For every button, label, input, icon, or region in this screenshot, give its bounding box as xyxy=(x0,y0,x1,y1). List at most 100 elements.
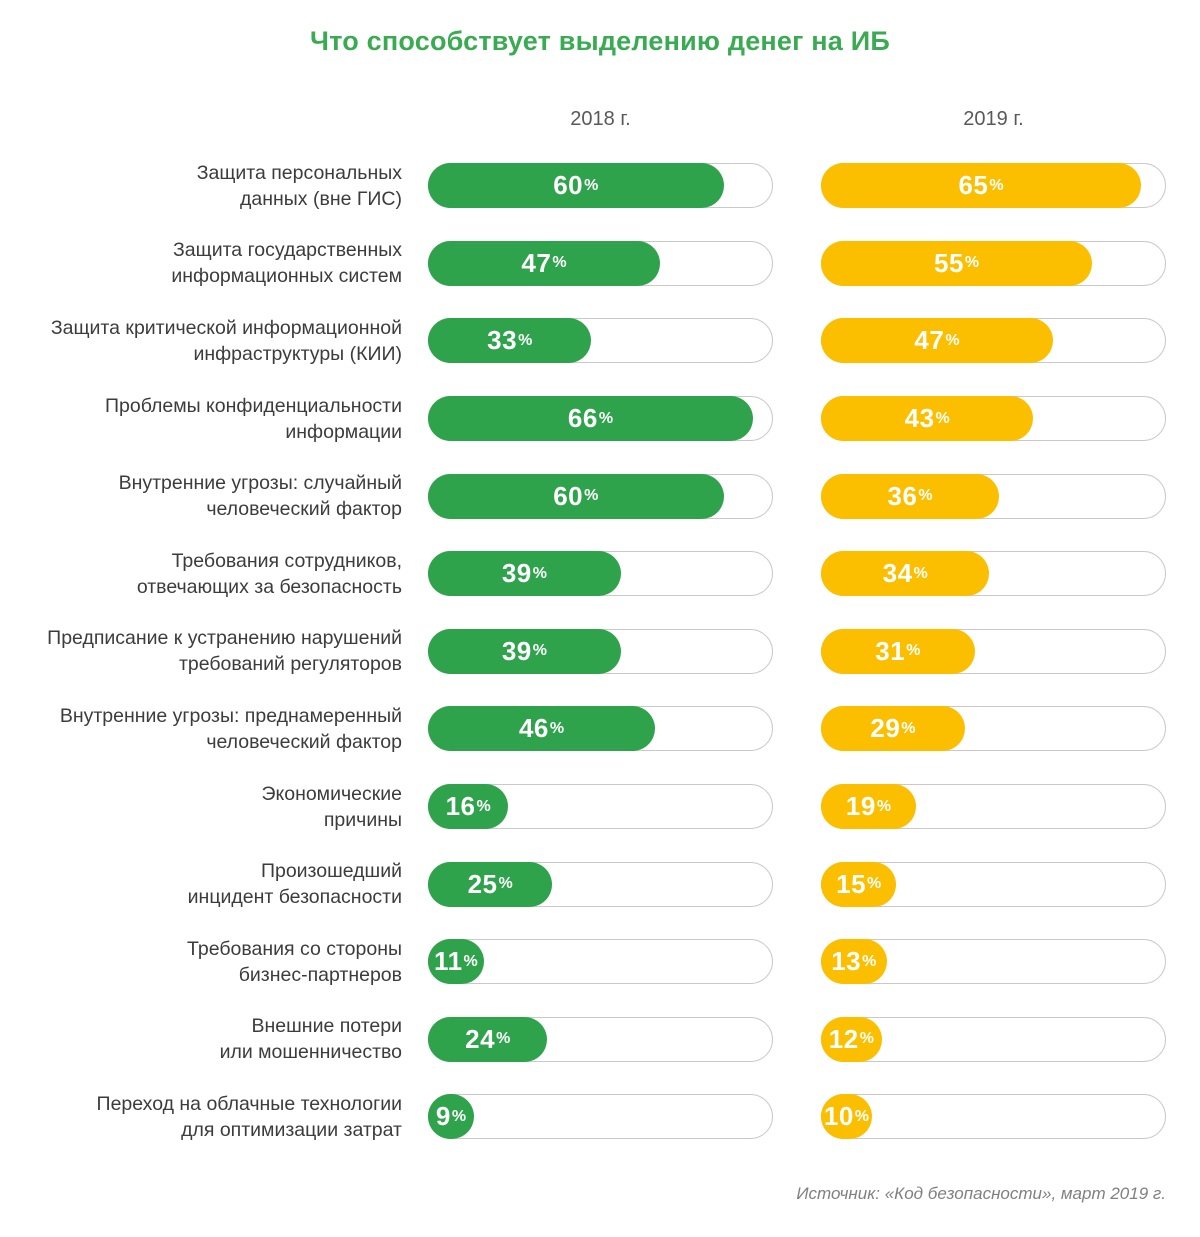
bar-fill-2018: 60% xyxy=(428,473,724,519)
percent-sign: % xyxy=(913,564,928,582)
chart-row: Проблемы конфиденциальности информации 66… xyxy=(0,380,1200,458)
percent-sign: % xyxy=(584,487,599,505)
bar-value: 47 xyxy=(521,247,552,278)
chart-row: Внешние потери или мошенничество 24% 12% xyxy=(0,1001,1200,1079)
bar-value: 13 xyxy=(831,946,862,977)
bar-track-2019: 65% xyxy=(821,163,1166,209)
bar-track-2019: 34% xyxy=(821,551,1166,597)
chart-row: Защита государственных информационных си… xyxy=(0,225,1200,303)
bar-value: 31 xyxy=(875,635,906,666)
bar-fill-2019: 55% xyxy=(821,240,1093,286)
bar-fill-2018: 46% xyxy=(428,706,656,752)
bar-track-2018: 66% xyxy=(428,396,773,442)
bar-fill-2019: 10% xyxy=(821,1094,872,1140)
bar-track-2019: 15% xyxy=(821,861,1166,907)
percent-sign: % xyxy=(552,254,567,272)
bar-fill-2019: 47% xyxy=(821,318,1053,364)
row-label: Внешние потери или мошенничество xyxy=(219,1015,402,1064)
bar-fill-2018: 39% xyxy=(428,628,621,674)
bar-track-2018: 9% xyxy=(428,1094,773,1140)
bar-value: 34 xyxy=(882,558,913,589)
chart-row: Требования сотрудников, отвечающих за бе… xyxy=(0,535,1200,613)
bar-fill-2019: 36% xyxy=(821,473,1000,519)
bar-track-2018: 11% xyxy=(428,939,773,985)
bar-value: 43 xyxy=(904,403,935,434)
percent-sign: % xyxy=(859,1030,874,1048)
percent-sign: % xyxy=(463,952,478,970)
bar-fill-2019: 13% xyxy=(821,939,887,985)
bar-fill-2018: 60% xyxy=(428,163,724,209)
bar-value: 16 xyxy=(445,791,476,822)
bar-track-2019: 47% xyxy=(821,318,1166,364)
row-label: Проблемы конфиденциальности информации xyxy=(105,394,402,443)
percent-sign: % xyxy=(598,409,614,427)
percent-sign: % xyxy=(964,254,980,272)
bar-value: 47 xyxy=(914,325,945,356)
bar-value: 55 xyxy=(933,247,964,278)
row-label: Защита государственных информационных си… xyxy=(171,239,402,288)
percent-sign: % xyxy=(862,952,877,970)
bar-track-2019: 13% xyxy=(821,939,1166,985)
bar-fill-2018: 16% xyxy=(428,784,509,830)
percent-sign: % xyxy=(451,1107,467,1125)
bar-value: 60 xyxy=(553,170,584,201)
source-note: Источник: «Код безопасности», март 2019 … xyxy=(796,1184,1166,1203)
bar-fill-2018: 25% xyxy=(428,861,553,907)
row-label: Требования сотрудников, отвечающих за бе… xyxy=(136,549,402,598)
bar-track-2018: 16% xyxy=(428,784,773,830)
row-label: Требования со стороны бизнес-партнеров xyxy=(187,937,402,986)
bar-value: 15 xyxy=(836,868,867,899)
bar-track-2019: 12% xyxy=(821,1016,1166,1062)
chart-row: Произошедший инцидент безопасности 25% 15% xyxy=(0,845,1200,923)
chart-row: Защита критической информационной инфрас… xyxy=(0,302,1200,380)
bar-fill-2019: 65% xyxy=(821,163,1142,209)
chart-row: Защита персональных данных (вне ГИС) 60% 6… xyxy=(0,147,1200,225)
bar-fill-2019: 12% xyxy=(821,1016,882,1062)
bar-track-2019: 10% xyxy=(821,1094,1166,1140)
bar-fill-2018: 33% xyxy=(428,318,592,364)
percent-sign: % xyxy=(867,875,882,893)
percent-sign: % xyxy=(918,487,933,505)
row-label: Защита персональных данных (вне ГИС) xyxy=(196,161,402,210)
percent-sign: % xyxy=(532,564,547,582)
bar-track-2019: 29% xyxy=(821,706,1166,752)
row-label: Предписание к устранению нарушений требо… xyxy=(47,627,402,676)
bar-fill-2019: 34% xyxy=(821,551,990,597)
chart-row: Предписание к устранению нарушений требо… xyxy=(0,613,1200,691)
percent-sign: % xyxy=(945,331,960,349)
bar-value: 19 xyxy=(845,791,876,822)
row-label: Защита критической информационной инфрас… xyxy=(50,316,402,365)
column-header-2019: 2019 г. xyxy=(963,108,1024,130)
row-label: Переход на облачные технологии для оптим… xyxy=(96,1092,402,1141)
bar-value: 65 xyxy=(958,170,989,201)
bar-fill-2019: 19% xyxy=(821,784,916,830)
bar-value: 36 xyxy=(887,480,918,511)
bar-fill-2019: 15% xyxy=(821,861,897,907)
chart-row: Переход на облачные технологии для оптим… xyxy=(0,1078,1200,1156)
bar-track-2018: 39% xyxy=(428,628,773,674)
bar-value: 11 xyxy=(434,946,463,977)
bar-value: 66 xyxy=(567,403,598,434)
bar-track-2018: 39% xyxy=(428,551,773,597)
bar-value: 46 xyxy=(518,713,549,744)
bar-fill-2018: 9% xyxy=(428,1094,475,1140)
percent-sign: % xyxy=(935,409,950,427)
percent-sign: % xyxy=(876,797,892,815)
bar-track-2019: 36% xyxy=(821,473,1166,519)
percent-sign: % xyxy=(476,797,491,815)
bar-track-2018: 33% xyxy=(428,318,773,364)
percent-sign: % xyxy=(854,1107,870,1125)
bar-fill-2019: 29% xyxy=(821,706,965,752)
bar-value: 12 xyxy=(828,1023,859,1054)
bar-fill-2019: 43% xyxy=(821,396,1034,442)
percent-sign: % xyxy=(549,719,565,737)
bar-track-2019: 43% xyxy=(821,396,1166,442)
bar-fill-2018: 66% xyxy=(428,396,753,442)
chart-row: Экономические причины 16% 19% xyxy=(0,768,1200,846)
bar-fill-2018: 24% xyxy=(428,1016,548,1062)
row-label: Внутренние угрозы: преднамеренный челове… xyxy=(59,704,402,753)
bar-track-2018: 60% xyxy=(428,163,773,209)
bar-fill-2018: 11% xyxy=(428,939,484,985)
bar-value: 39 xyxy=(501,558,532,589)
